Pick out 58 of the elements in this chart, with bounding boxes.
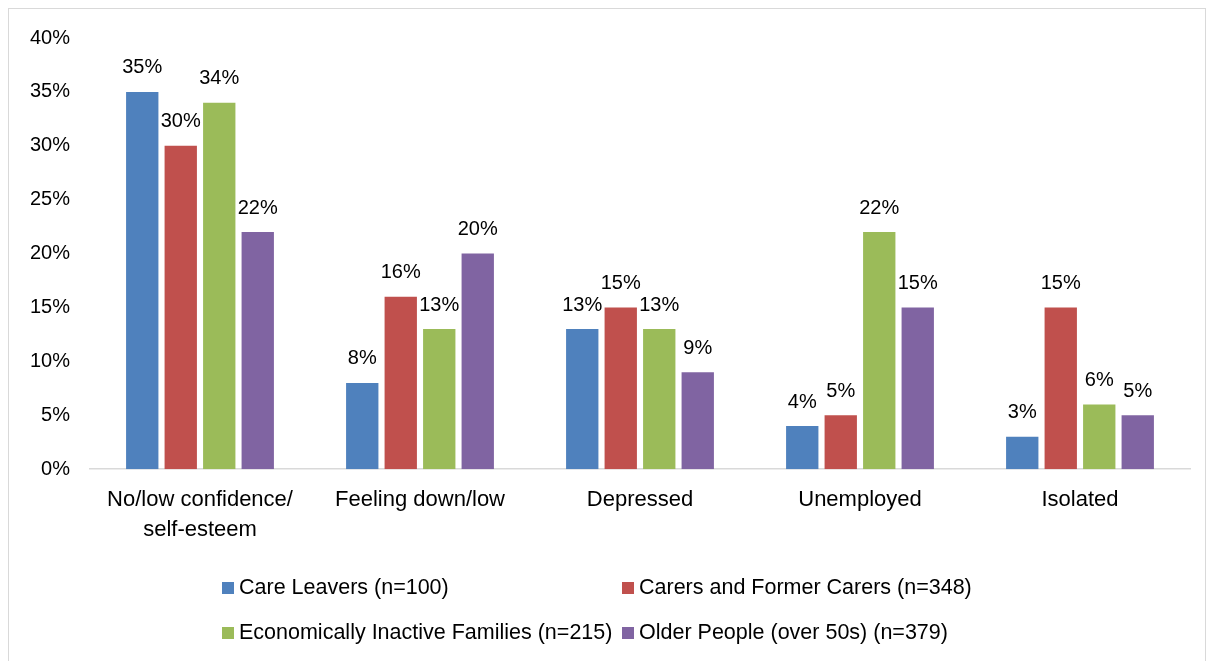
x-tick-label: Unemployed [798, 486, 922, 512]
bar [164, 145, 197, 470]
y-tick-label: 25% [29, 187, 71, 210]
legend-label: Care Leavers (n=100) [239, 575, 449, 600]
bar [566, 329, 599, 470]
bar [1083, 404, 1116, 470]
bar [461, 253, 494, 470]
data-label: 15% [1040, 270, 1081, 293]
data-label: 13% [419, 292, 460, 315]
x-tick-label: No/low confidence/ self-esteem [107, 486, 294, 542]
data-label: 13% [562, 292, 603, 315]
data-label: 3% [1007, 400, 1037, 423]
bar [604, 307, 637, 470]
data-label: 13% [639, 292, 680, 315]
bar [126, 91, 159, 470]
x-tick-label: Depressed [586, 486, 694, 512]
data-label: 4% [787, 389, 817, 412]
data-label: 22% [859, 195, 900, 218]
y-tick-label: 15% [29, 294, 71, 317]
y-tick-label: 0% [41, 456, 71, 479]
data-label: 6% [1084, 368, 1114, 390]
x-tick-label: Feeling down/low [335, 486, 506, 512]
data-label: 15% [600, 270, 641, 293]
data-label: 9% [683, 335, 713, 358]
bar [643, 329, 676, 470]
data-label: 20% [457, 217, 498, 240]
legend-label: Carers and Former Carers (n=348) [639, 575, 972, 600]
y-tick-label: 5% [41, 402, 71, 425]
y-tick-label: 20% [29, 241, 71, 264]
x-tick-label: Isolated [1041, 486, 1119, 512]
bar [346, 382, 379, 470]
data-label: 5% [1123, 378, 1153, 401]
bar [384, 296, 417, 470]
data-label: 16% [380, 260, 421, 283]
data-label: 8% [347, 346, 377, 369]
y-tick-label: 40% [29, 25, 71, 48]
data-label: 35% [122, 55, 163, 78]
bar [901, 307, 934, 470]
data-label: 22% [237, 195, 278, 218]
data-label: 5% [826, 378, 856, 401]
data-label: 15% [897, 270, 938, 293]
bar [1044, 307, 1077, 470]
data-label: 30% [160, 109, 201, 132]
y-tick-label: 30% [29, 133, 71, 156]
bar [824, 415, 857, 470]
bar [1121, 415, 1154, 470]
bar [786, 426, 819, 470]
bar [203, 102, 236, 470]
legend-label: Economically Inactive Families (n=215) [239, 620, 613, 645]
bar [863, 232, 896, 470]
bar [241, 232, 274, 470]
data-label: 34% [199, 66, 240, 89]
bar [681, 372, 714, 470]
legend-label: Older People (over 50s) (n=379) [639, 620, 948, 645]
bar [423, 329, 456, 470]
bar [1006, 436, 1039, 470]
y-tick-label: 35% [29, 79, 71, 102]
y-tick-label: 10% [29, 348, 71, 371]
